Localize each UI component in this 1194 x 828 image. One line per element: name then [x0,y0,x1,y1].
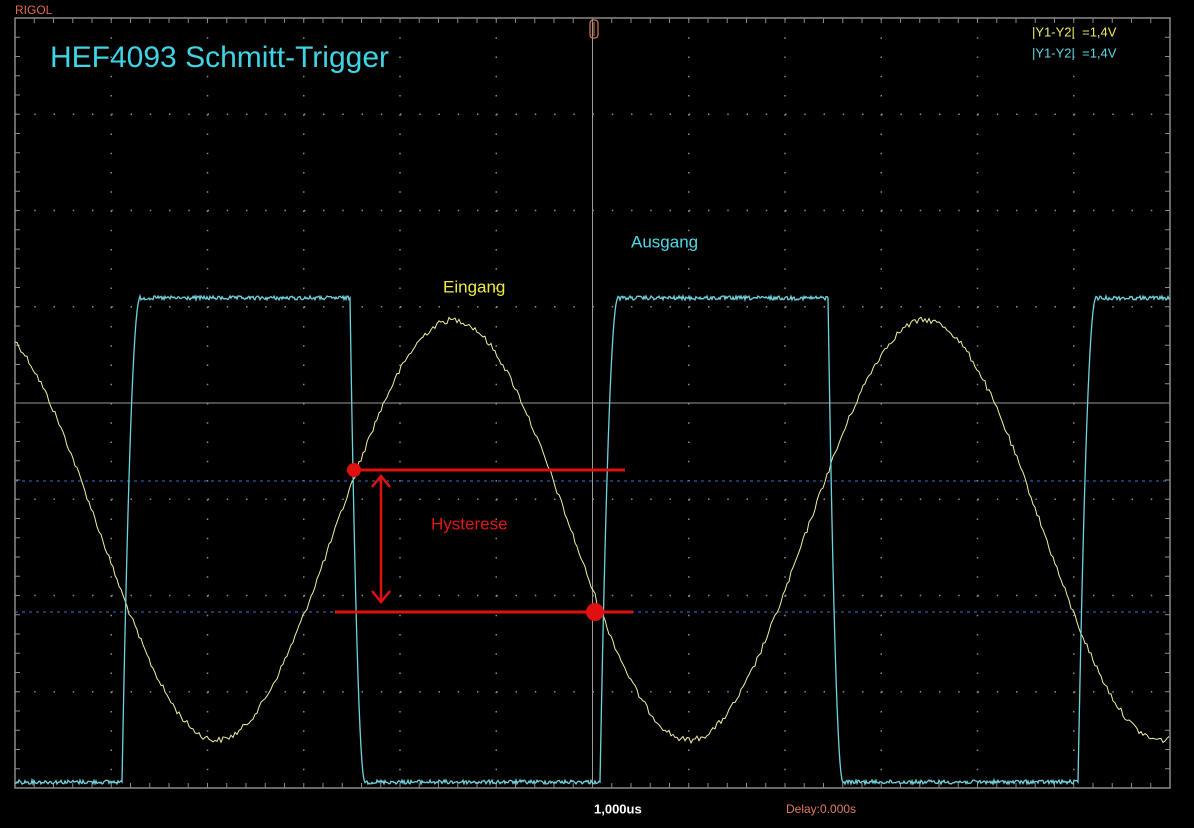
cursor-readout: |Y1-Y2| =1,4V [1032,24,1117,39]
screen-frame [14,17,1171,789]
threshold-point [347,463,361,477]
cursor-readout: |Y1-Y2| =1,4V [1032,45,1117,60]
threshold-point [586,603,604,621]
output-label: Ausgang [631,232,698,251]
brand: RIGOL [15,3,53,17]
trigger-marker [589,19,599,39]
timebase: 1,000us [594,801,642,816]
delay: Delay:0.000s [786,802,856,816]
hysteresis-label: Hysterese [431,514,508,533]
title: HEF4093 Schmitt-Trigger [50,41,389,74]
hysteresis-arrow [371,474,391,604]
output-trace [14,293,1171,787]
input-trace [14,316,1170,745]
graticule [14,17,1171,789]
input-label: Eingang [443,277,505,296]
